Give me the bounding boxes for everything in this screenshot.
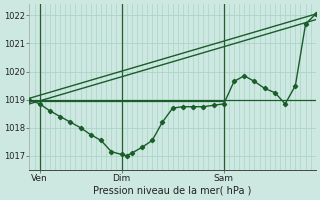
X-axis label: Pression niveau de la mer( hPa ): Pression niveau de la mer( hPa ) [93, 186, 252, 196]
